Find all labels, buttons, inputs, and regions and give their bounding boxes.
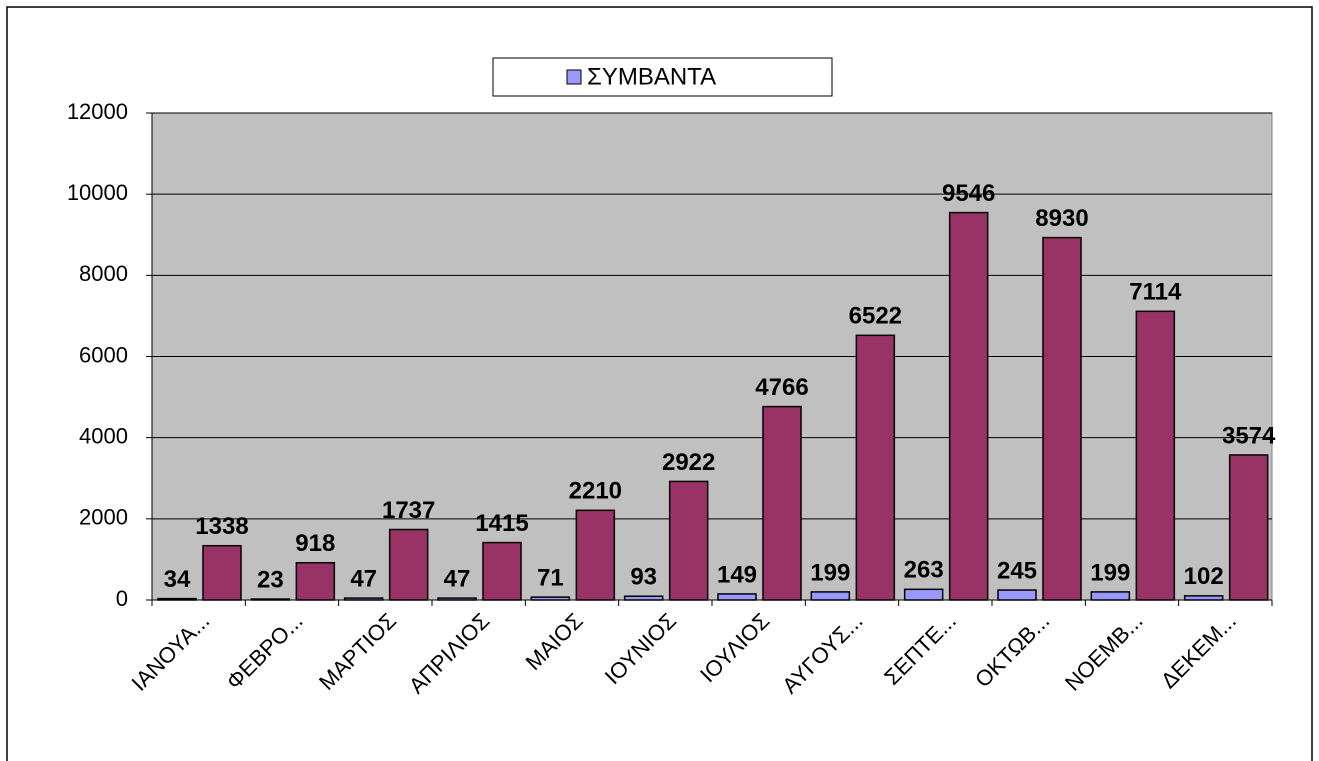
data-label: 1737	[382, 497, 435, 524]
legend: ΣΥΜΒΑΝΤΑ	[492, 57, 833, 97]
data-label: 8930	[1035, 205, 1088, 232]
bar	[157, 597, 197, 601]
bar	[1228, 454, 1269, 601]
data-label: 6522	[849, 303, 902, 330]
y-tick-label: 6000	[79, 342, 128, 367]
bar	[388, 528, 429, 601]
data-label: 1415	[475, 510, 528, 537]
data-label: 245	[997, 557, 1037, 584]
data-label: 7114	[1129, 279, 1182, 306]
bar	[530, 596, 571, 601]
bar	[482, 541, 522, 601]
data-label: 263	[904, 557, 944, 584]
bar	[202, 544, 242, 601]
bar	[762, 405, 802, 601]
bar	[717, 593, 757, 601]
data-label: 2922	[662, 449, 715, 476]
y-tick-label: 12000	[67, 99, 128, 124]
bar	[623, 595, 664, 601]
y-tick-label: 0	[116, 586, 128, 611]
bar	[437, 597, 477, 601]
data-label: 4766	[755, 374, 808, 401]
legend-box	[492, 57, 833, 97]
bar	[575, 509, 616, 601]
bar	[1183, 595, 1224, 601]
data-label: 71	[537, 564, 564, 591]
bar	[1042, 236, 1082, 601]
y-tick-label: 4000	[79, 423, 128, 448]
data-label: 918	[295, 530, 335, 557]
bar	[810, 591, 851, 601]
bar	[295, 561, 336, 601]
legend-label: ΣΥΜΒΑΝΤΑ	[587, 63, 716, 90]
data-label: 23	[257, 566, 284, 593]
bar	[997, 589, 1037, 601]
data-label: 1338	[195, 513, 248, 540]
data-label: 199	[810, 559, 850, 586]
bar	[343, 597, 384, 601]
bar	[903, 588, 944, 601]
bar	[855, 334, 896, 601]
bar	[1090, 591, 1131, 601]
data-label: 47	[350, 565, 377, 592]
data-label: 149	[717, 561, 757, 588]
data-label: 9546	[942, 180, 995, 207]
bar	[250, 598, 291, 601]
data-label: 3574	[1222, 422, 1276, 449]
bar	[948, 211, 989, 601]
data-label: 93	[630, 564, 657, 591]
data-label: 2210	[569, 478, 622, 505]
y-tick-label: 8000	[79, 261, 128, 286]
y-tick-label: 2000	[79, 505, 128, 530]
data-label: 102	[1184, 563, 1224, 590]
data-label: 34	[164, 566, 191, 593]
y-tick-label: 10000	[67, 180, 128, 205]
bar	[668, 480, 709, 601]
legend-swatch	[566, 69, 582, 85]
data-label: 199	[1090, 559, 1130, 586]
data-label: 47	[444, 565, 471, 592]
bar	[1135, 310, 1176, 601]
